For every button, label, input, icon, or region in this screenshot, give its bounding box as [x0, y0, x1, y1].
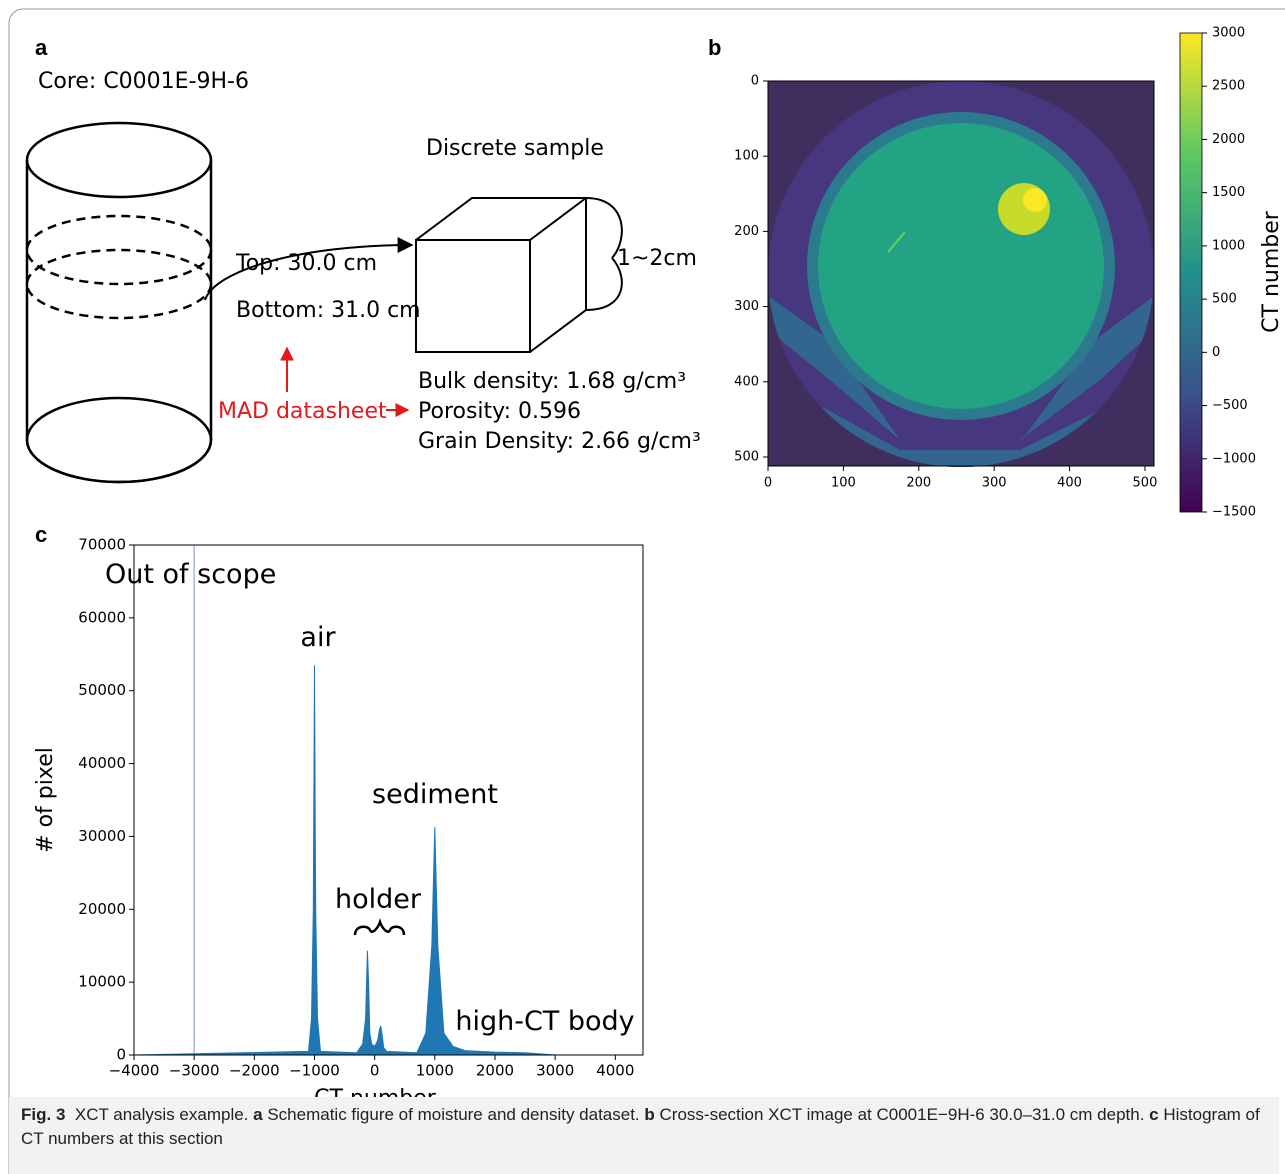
y-tick-label: 10000	[78, 973, 126, 991]
y-tick-label: 50000	[78, 681, 126, 699]
annotation: air	[300, 622, 336, 653]
size-label: 1~2cm	[617, 246, 697, 271]
bulk-label: Bulk density: 1.68 g/cm³	[418, 369, 686, 394]
caption-letter: c	[1149, 1105, 1158, 1124]
cbar-tick-label: −1000	[1212, 451, 1256, 466]
x-tick-label: −4000	[109, 1062, 160, 1080]
caption-fig: Fig. 3	[21, 1105, 65, 1124]
figure-svg: a Core: C0001E-9H-6 Discrete sample Top:…	[0, 0, 1285, 1174]
mad-label: MAD datasheet	[218, 399, 387, 424]
caption-letter: b	[644, 1105, 654, 1124]
x-tick-label: 100	[831, 476, 856, 491]
y-tick-label: 70000	[78, 536, 126, 554]
ct-image	[768, 81, 1154, 470]
caption-text: Cross-section XCT image at C0001E−9H-6 3…	[660, 1105, 1145, 1124]
cbar-tick-label: 3000	[1212, 26, 1245, 41]
panel-letter: b	[708, 35, 721, 60]
x-tick-label: 0	[370, 1062, 380, 1080]
y-tick-label: 40000	[78, 754, 126, 772]
porosity-label: Porosity: 0.596	[418, 399, 581, 424]
x-tick-label: 2000	[476, 1062, 514, 1080]
x-tick-label: 4000	[596, 1062, 634, 1080]
sample-title: Discrete sample	[426, 136, 604, 161]
x-tick-label: 400	[1057, 476, 1082, 491]
cbar-tick-label: −1500	[1212, 505, 1256, 520]
x-tick-label: −2000	[229, 1062, 280, 1080]
y-tick-label: 400	[734, 374, 759, 389]
x-tick-label: 300	[982, 476, 1007, 491]
x-tick-label: 0	[764, 476, 772, 491]
figure: a Core: C0001E-9H-6 Discrete sample Top:…	[0, 0, 1285, 1174]
annotation: Out of scope	[105, 559, 276, 590]
caption-text: Schematic figure of moisture and density…	[267, 1105, 639, 1124]
cbar-tick-label: 1000	[1212, 238, 1245, 253]
y-axis-label: # of pixel	[33, 747, 58, 853]
core-label: Core: C0001E-9H-6	[38, 69, 249, 94]
cbar-tick-label: 0	[1212, 345, 1220, 360]
cube	[416, 198, 622, 352]
cbar-tick-label: 500	[1212, 292, 1237, 307]
y-tick-label: 20000	[78, 900, 126, 918]
y-tick-label: 200	[734, 224, 759, 239]
x-tick-label: 500	[1133, 476, 1158, 491]
caption: Fig. 3 XCT analysis example. a Schematic…	[9, 1097, 1279, 1174]
x-tick-label: −3000	[169, 1062, 220, 1080]
y-tick-label: 30000	[78, 827, 126, 845]
bottom-label: Bottom: 31.0 cm	[236, 298, 421, 323]
x-tick-label: 200	[906, 476, 931, 491]
colorbar	[1180, 33, 1202, 512]
y-tick-label: 300	[734, 299, 759, 314]
cbar-label: CT number	[1259, 210, 1284, 333]
y-tick-label: 60000	[78, 608, 126, 626]
grain-label: Grain Density: 2.66 g/cm³	[418, 429, 701, 454]
cbar-tick-label: −500	[1212, 398, 1248, 413]
cylinder	[27, 123, 211, 482]
annotation: sediment	[372, 779, 498, 810]
y-tick-label: 100	[734, 149, 759, 164]
cbar-tick-label: 1500	[1212, 185, 1245, 200]
panel-letter: c	[35, 522, 47, 547]
x-tick-label: −1000	[289, 1062, 340, 1080]
caption-text: XCT analysis example.	[75, 1105, 249, 1124]
y-tick-label: 0	[751, 74, 759, 89]
caption-letter: a	[253, 1105, 262, 1124]
histogram	[134, 665, 615, 1055]
cbar-tick-label: 2500	[1212, 79, 1245, 94]
brace	[355, 922, 404, 935]
x-tick-label: 1000	[416, 1062, 454, 1080]
annotation: holder	[335, 884, 422, 915]
y-tick-label: 0	[116, 1046, 126, 1064]
top-label: Top: 30.0 cm	[235, 251, 377, 276]
annotation: high-CT body	[455, 1006, 634, 1037]
x-tick-label: 3000	[536, 1062, 574, 1080]
cbar-tick-label: 2000	[1212, 132, 1245, 147]
panel-letter: a	[35, 35, 48, 60]
y-tick-label: 500	[734, 449, 759, 464]
